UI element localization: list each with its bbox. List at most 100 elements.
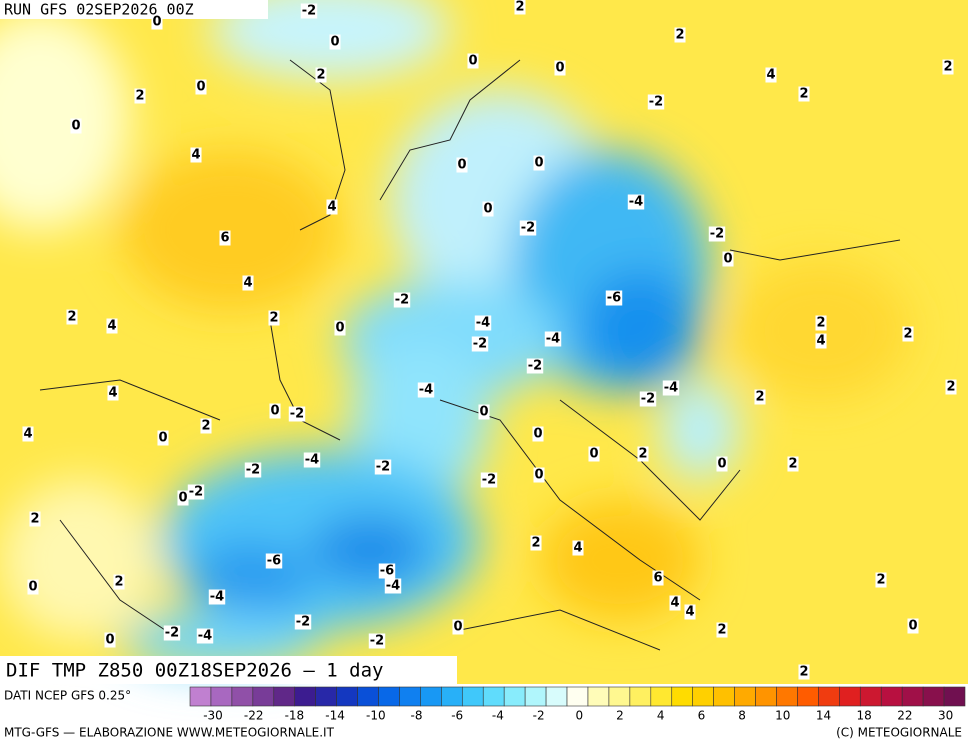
label-bg <box>134 88 146 104</box>
colorbar-tick-label: 4 <box>657 709 665 723</box>
label-bg <box>269 403 281 419</box>
colorbar-box <box>859 686 882 707</box>
colorbar-tick-label: -30 <box>203 709 223 723</box>
label-bg <box>294 614 312 630</box>
contour-label: 0 <box>330 35 339 50</box>
contour-label: -2 <box>246 463 260 478</box>
label-bg <box>374 459 392 475</box>
contour-label: 0 <box>723 252 732 267</box>
contour-label: 0 <box>105 633 114 648</box>
colorbar-box <box>734 686 756 707</box>
label-bg <box>765 67 777 83</box>
label-bg <box>544 331 562 347</box>
label-bg <box>588 446 600 462</box>
source-label: DATI NCEP GFS 0.25° <box>4 689 131 703</box>
label-bg <box>368 633 386 649</box>
contour-label: -4 <box>419 383 433 398</box>
contour-label: -2 <box>473 337 487 352</box>
colorbar-tick-label: -14 <box>325 709 345 723</box>
contour-label: 2 <box>67 310 76 325</box>
contour-label: 0 <box>908 619 917 634</box>
label-bg <box>716 622 728 638</box>
colorbar-box <box>524 686 547 707</box>
label-bg <box>945 379 957 395</box>
contour-label: 4 <box>243 276 252 291</box>
colorbar-box <box>441 686 463 707</box>
label-bg <box>605 290 623 306</box>
contour-label: 0 <box>483 202 492 217</box>
label-bg <box>326 199 338 215</box>
contour-label: 0 <box>178 491 187 506</box>
label-bg <box>268 310 280 326</box>
contour-label: 0 <box>28 580 37 595</box>
label-bg <box>196 628 214 644</box>
label-bg <box>107 385 119 401</box>
label-bg <box>208 589 226 605</box>
label-bg <box>329 34 341 50</box>
label-bg <box>627 194 645 210</box>
label-bg <box>572 540 584 556</box>
label-bg <box>708 226 726 242</box>
label-bg <box>652 570 664 586</box>
footer-right: (C) METEOGIORNALE <box>836 726 962 740</box>
contour-label: 0 <box>534 156 543 171</box>
contour-label: 2 <box>201 419 210 434</box>
colorbar-box <box>755 686 777 707</box>
label-bg <box>187 484 205 500</box>
contour-label: -6 <box>607 291 621 306</box>
label-bg <box>163 625 181 641</box>
contour-label: -2 <box>710 227 724 242</box>
label-bg <box>514 0 526 15</box>
title-box <box>0 656 457 684</box>
colorbar-box <box>566 686 589 707</box>
contour-label: 0 <box>453 620 462 635</box>
colorbar-tick-label: 8 <box>738 709 746 723</box>
label-bg <box>684 604 696 620</box>
contour-label: 4 <box>573 541 582 556</box>
label-bg <box>393 292 411 308</box>
contour-label: 4 <box>766 68 775 83</box>
contour-label: 0 <box>196 80 205 95</box>
contour-label: -2 <box>165 626 179 641</box>
contour-label: 0 <box>71 119 80 134</box>
label-bg <box>907 618 919 634</box>
colorbar-box <box>461 686 484 707</box>
label-bg <box>104 632 116 648</box>
label-bg <box>303 452 321 468</box>
colorbar-box <box>776 686 798 707</box>
contour-label: -2 <box>521 221 535 236</box>
colorbar-box <box>692 686 714 707</box>
contour-label: -4 <box>546 332 560 347</box>
colorbar-box <box>315 686 337 707</box>
colorbar-box <box>545 686 568 707</box>
contour-label: 6 <box>653 571 662 586</box>
colorbar-tick-label: -8 <box>411 709 423 723</box>
label-bg <box>70 118 82 134</box>
contour-label: -2 <box>528 359 542 374</box>
contour-label: 0 <box>534 468 543 483</box>
label-bg <box>66 309 78 325</box>
label-bg <box>798 664 810 680</box>
footer-left: MTG-GFS — ELABORAZIONE WWW.METEOGIORNALE… <box>4 726 335 740</box>
colorbar-tick-label: 10 <box>775 709 790 723</box>
contour-label: 2 <box>799 87 808 102</box>
contour-label: 4 <box>191 148 200 163</box>
label-bg <box>942 59 954 75</box>
colorbar-tick-label: 0 <box>575 709 583 723</box>
colorbar-tick-label: 2 <box>616 709 624 723</box>
label-bg <box>478 404 490 420</box>
contour-label: 6 <box>220 231 229 246</box>
colorbar-box <box>797 686 819 707</box>
contour-label: 4 <box>816 334 825 349</box>
contour-label: 2 <box>114 575 123 590</box>
contour-label: 2 <box>799 665 808 680</box>
label-bg <box>157 430 169 446</box>
colorbar-box <box>818 686 840 707</box>
contour-label: 2 <box>903 327 912 342</box>
contour-label: -4 <box>629 195 643 210</box>
label-bg <box>113 574 125 590</box>
colorbar-box <box>629 686 652 707</box>
label-bg <box>151 14 163 30</box>
coastline <box>39 59 901 651</box>
contour-label: 0 <box>158 431 167 446</box>
